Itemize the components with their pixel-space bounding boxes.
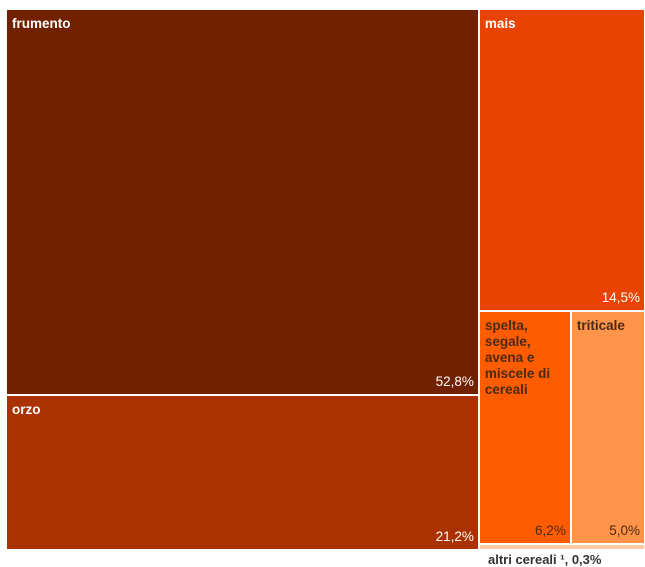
- treemap-tile: mais 14,5%: [479, 10, 644, 310]
- tile-label: spelta, segale, avena e miscele di cerea…: [484, 317, 551, 397]
- tile-value: 6,2%: [535, 522, 566, 538]
- tile-label: triticale: [576, 317, 625, 333]
- tile-value: 21,2%: [435, 528, 474, 544]
- treemap-tile: [479, 544, 644, 549]
- treemap-tile: triticale 5,0%: [571, 311, 644, 543]
- tile-label: frumento: [12, 16, 71, 31]
- outside-label-altri-cereali: altri cereali ¹, 0,3%: [488, 552, 602, 567]
- treemap-tile: orzo 21,2%: [7, 396, 478, 549]
- treemap-tile: frumento 52,8%: [7, 10, 478, 394]
- tile-value: 5,0%: [609, 522, 640, 538]
- tile-label: orzo: [12, 402, 41, 417]
- tile-value: 52,8%: [435, 374, 474, 389]
- tile-value: 14,5%: [601, 289, 640, 305]
- tile-label: mais: [484, 16, 516, 31]
- treemap-tile: spelta, segale, avena e miscele di cerea…: [479, 311, 570, 543]
